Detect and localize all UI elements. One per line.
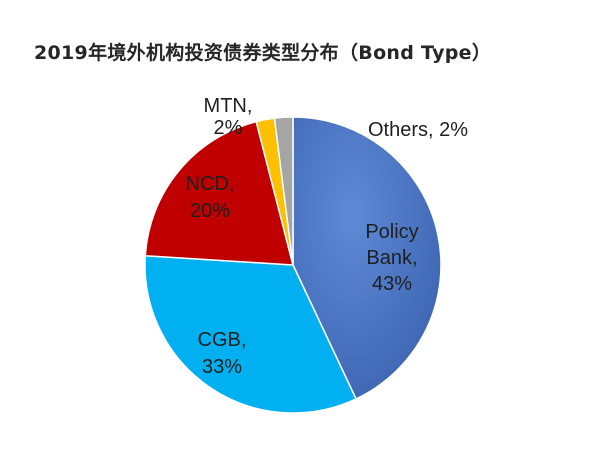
pie-slice-ncd — [144, 120, 294, 266]
pie-slice-others — [273, 116, 294, 266]
data-label-policy-bank: Policy Bank, 43% — [365, 221, 418, 295]
data-label-mtn: MTN, 2% — [204, 95, 253, 139]
data-label-cgb: CGB, 33% — [198, 329, 247, 378]
data-label-others: Others, 2% — [368, 119, 468, 141]
pie-slice-cgb — [144, 254, 358, 414]
pie-slice-policy-bank — [292, 116, 442, 400]
data-label-ncd: NCD, 20% — [186, 173, 235, 222]
chart-title: 2019年境外机构投资债券类型分布（Bond Type） — [34, 42, 492, 64]
